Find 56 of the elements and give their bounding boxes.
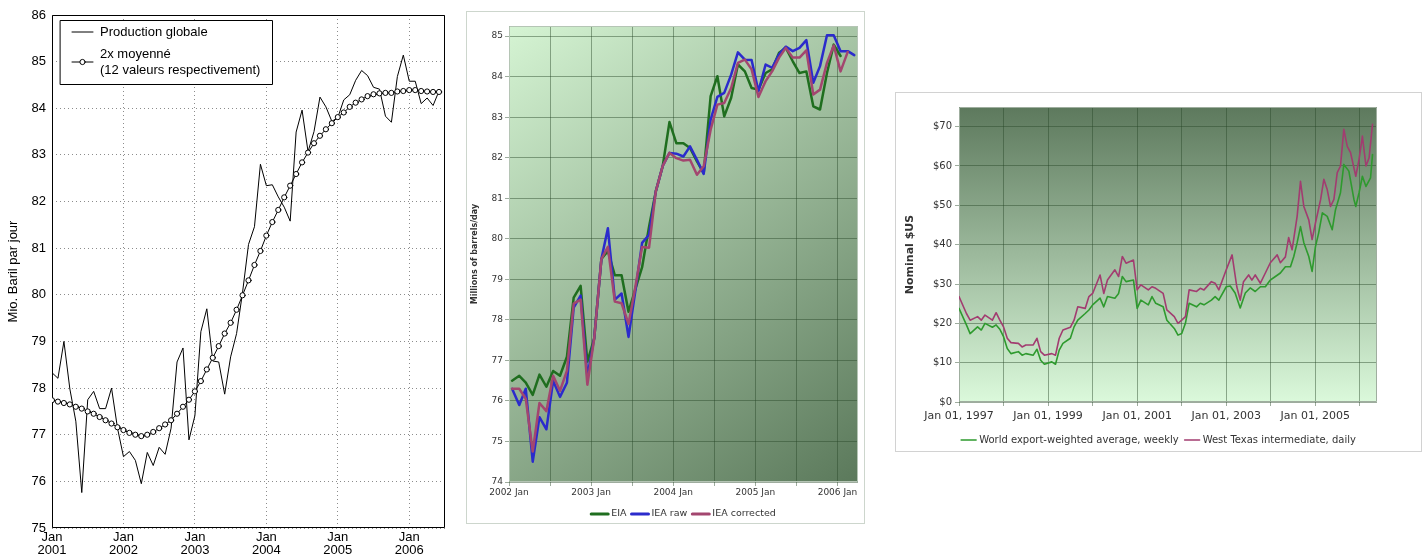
x-tick-label: Jan 2002 — [108, 529, 138, 557]
x-tick-label: 2005 Jan — [735, 486, 776, 497]
y-tick-label: 84 — [491, 71, 504, 82]
y-tick-label: $70 — [932, 120, 952, 132]
y-tick-label: 79 — [491, 273, 504, 284]
y-tick-label: 79 — [31, 333, 46, 349]
y-tick-label: 76 — [31, 472, 46, 488]
x-tick-label: Jan 01, 1997 — [923, 409, 994, 423]
y-tick-label: 74 — [491, 476, 504, 487]
y-tick-label: 85 — [31, 53, 46, 69]
x-tick-label: Jan 2006 — [394, 529, 424, 557]
x-tick-label: 2003 Jan — [571, 486, 611, 497]
y-tick-label: 77 — [31, 426, 46, 442]
y-tick-label: 81 — [491, 192, 503, 203]
y-tick-label: $0 — [939, 395, 952, 407]
x-tick-label: 2004 Jan — [653, 486, 694, 497]
y-tick-label: 83 — [491, 111, 503, 122]
legend-label: West Texas intermediate, daily — [1202, 433, 1356, 445]
y-tick-label: $10 — [932, 356, 952, 368]
legend-label: EIA — [611, 507, 628, 519]
x-tick-label: Jan 01, 1999 — [1012, 409, 1083, 423]
legend-label: IEA raw — [651, 507, 688, 519]
x-tick-label: Jan 01, 2003 — [1190, 409, 1261, 423]
y-tick-label: $50 — [932, 198, 952, 210]
y-tick-label: 77 — [491, 354, 503, 365]
y-tick-label: $60 — [932, 159, 952, 171]
legend-label: Production globale — [100, 23, 208, 39]
x-tick-label: Jan 2004 — [251, 529, 281, 557]
y-axis-title: Mio. Baril par jour — [5, 219, 21, 323]
y-axis-title: Nominal $US — [903, 214, 917, 295]
x-tick-label: Jan 2005 — [323, 529, 353, 557]
y-tick-label: 82 — [31, 193, 46, 209]
y-tick-label: 83 — [31, 146, 46, 162]
legend-label: World export-weighted average, weekly — [979, 433, 1179, 445]
y-tick-label: 76 — [491, 395, 504, 406]
x-tick-label: 2006 Jan — [817, 486, 858, 497]
y-axis-title: Millions of barrels/day — [469, 203, 479, 305]
x-tick-label: Jan 2003 — [180, 529, 210, 557]
y-tick-label: 78 — [31, 379, 46, 395]
y-tick-label: $20 — [932, 316, 952, 328]
y-tick-label: 85 — [491, 30, 503, 41]
y-tick-label: 84 — [31, 99, 46, 115]
legend-label: 2x moyenné (12 valeurs respectivement) — [100, 45, 261, 77]
y-tick-label: 80 — [491, 233, 504, 244]
y-tick-label: 81 — [31, 239, 46, 255]
y-tick-label: $40 — [932, 238, 952, 250]
legend-label: IEA corrected — [712, 507, 776, 519]
y-tick-label: 75 — [491, 435, 503, 446]
x-tick-label: Jan 01, 2001 — [1101, 409, 1172, 423]
y-tick-label: $30 — [932, 277, 952, 289]
y-tick-label: 78 — [491, 314, 504, 325]
x-tick-label: Jan 01, 2005 — [1279, 409, 1351, 423]
y-tick-label: 80 — [31, 286, 46, 302]
x-tick-label: 2002 Jan — [489, 486, 529, 497]
y-tick-label: 86 — [31, 6, 46, 22]
y-tick-label: 82 — [491, 152, 503, 163]
